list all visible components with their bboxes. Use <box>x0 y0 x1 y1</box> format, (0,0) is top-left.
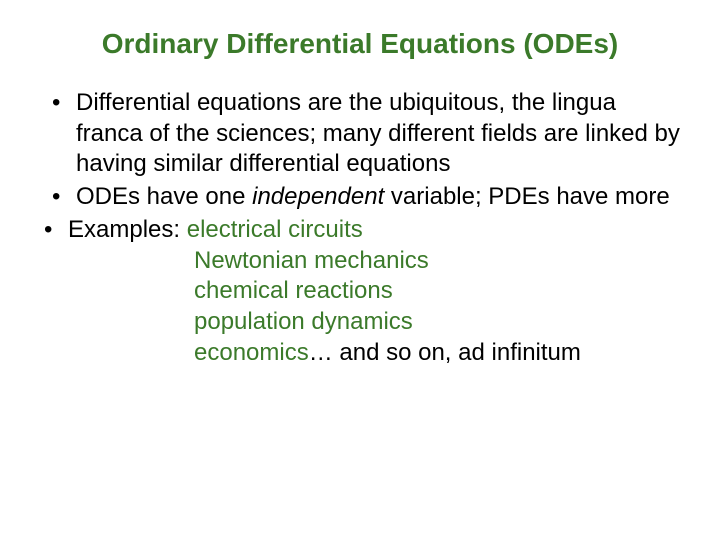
bullet-item-examples: Examples: electrical circuits Newtonian … <box>40 215 680 369</box>
bullet-item: ODEs have one independent variable; PDEs… <box>48 182 680 213</box>
bullet-text: Differential equations are the ubiquitou… <box>76 89 680 177</box>
example-item: electrical circuits <box>187 216 363 243</box>
examples-label: Examples: <box>68 216 187 243</box>
examples-first-line: Examples: electrical circuits <box>68 215 680 246</box>
example-item: Newtonian mechanics <box>68 246 680 277</box>
bullet-text-italic: independent <box>252 183 384 210</box>
bullet-text-pre: ODEs have one <box>76 183 252 210</box>
example-item-post: … and so on, ad infinitum <box>309 339 581 366</box>
bullet-text-post: variable; PDEs have more <box>384 183 669 210</box>
slide: Ordinary Differential Equations (ODEs) D… <box>0 0 720 540</box>
bullet-list: Differential equations are the ubiquitou… <box>40 88 680 213</box>
example-item-pre: economics <box>194 339 309 366</box>
bullet-item: Differential equations are the ubiquitou… <box>48 88 680 180</box>
example-item: chemical reactions <box>68 276 680 307</box>
example-item: population dynamics <box>68 307 680 338</box>
slide-title: Ordinary Differential Equations (ODEs) <box>40 28 680 60</box>
example-item-last: economics… and so on, ad infinitum <box>68 338 680 369</box>
